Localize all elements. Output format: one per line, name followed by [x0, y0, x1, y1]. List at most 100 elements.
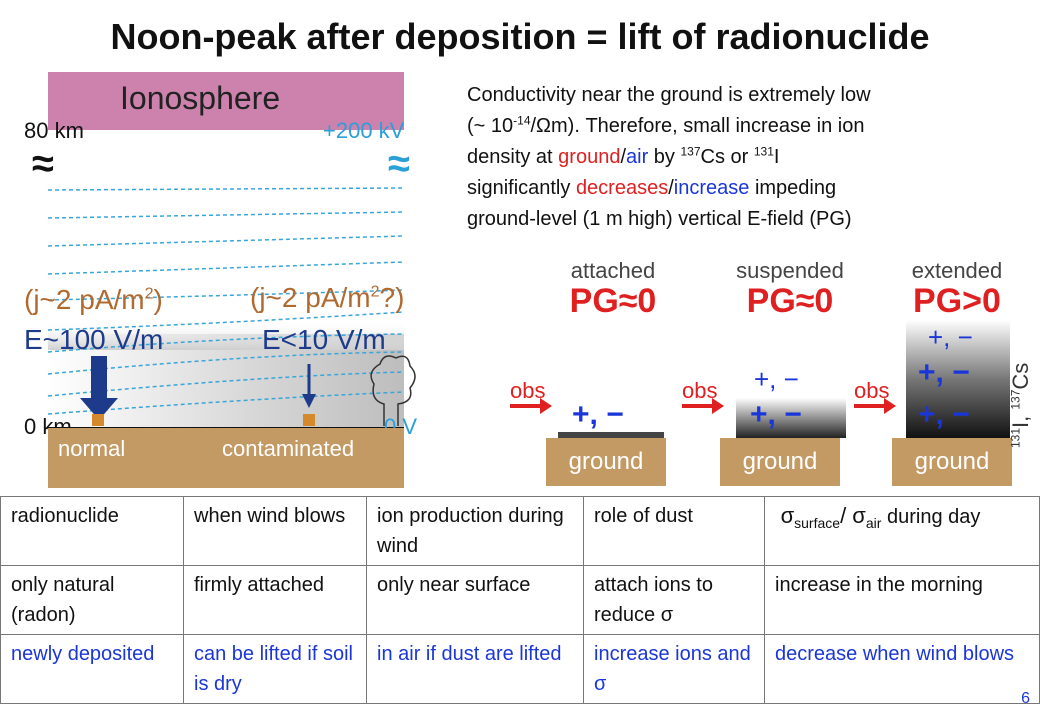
table-cell: newly deposited	[0, 634, 184, 704]
text-fragment: Cs or	[700, 146, 754, 168]
highlight-ground: ground	[558, 146, 621, 168]
ground-bar	[48, 428, 404, 488]
table-cell: increase in the morning	[764, 565, 1040, 635]
header-cell: ion production during wind	[366, 496, 584, 566]
suspended-ion-column	[736, 398, 846, 438]
text-fragment: by	[648, 146, 681, 168]
table-row: only natural (radon) firmly attached onl…	[0, 565, 1040, 635]
text-fragment: impeding	[749, 177, 837, 199]
page-number: 6	[1021, 690, 1030, 707]
table-cell: increase ions and σ	[583, 634, 765, 704]
altitude-top-label: 80 km	[24, 118, 84, 143]
subscript: air	[865, 515, 882, 531]
text-fragment: I,	[1008, 409, 1033, 428]
sensor-normal	[92, 414, 104, 426]
ions-suspended-lower: +, −	[750, 398, 802, 431]
text-fragment: significantly	[467, 177, 576, 199]
field-contaminated-label: E<10 V/m	[262, 324, 386, 355]
text-fragment: /Ωm). Therefore, small increase in ion	[530, 115, 865, 137]
text-fragment: during day	[881, 506, 981, 528]
header-cell-sigma-ratio: σsurface/ σair during day	[764, 496, 1040, 566]
description-line-5: ground-level (1 m high) vertical E-field…	[467, 208, 852, 230]
pg-extended: PG>0	[913, 282, 1001, 320]
text-fragment: (~ 10	[467, 115, 514, 137]
table-cell: can be lifted if soil is dry	[183, 634, 367, 704]
ground-box-suspended: ground	[720, 438, 840, 486]
table-cell: only natural (radon)	[0, 565, 184, 635]
current-normal-label: (j~2 pA/m2)	[24, 284, 163, 315]
panel-title-suspended: suspended	[736, 258, 844, 283]
ions-attached: +, −	[572, 398, 624, 431]
ground-normal-label: normal	[58, 436, 126, 461]
ions-extended-top: +, −	[928, 322, 973, 352]
highlight-increase: increase	[673, 177, 750, 199]
text-fragment: Cs	[1008, 362, 1033, 390]
current-contaminated-label: (j~2 pA/m2?)	[250, 282, 405, 313]
ground-label: ground	[568, 448, 644, 475]
description-text: Conductivity near the ground is extremel…	[467, 80, 1027, 235]
approx-break-icon: ≈	[32, 142, 54, 186]
mass-number: 137	[1008, 389, 1023, 410]
highlight-decreases: decreases	[575, 177, 669, 199]
highlight-air: air	[626, 146, 649, 168]
description-line-1: Conductivity near the ground is extremel…	[467, 84, 871, 106]
table-cell: decrease when wind blows	[764, 634, 1040, 704]
panel-title-attached: attached	[570, 258, 656, 283]
equipotential-lines	[47, 187, 405, 415]
ground-label: ground	[742, 448, 818, 475]
pg-suspended: PG≈0	[746, 282, 834, 320]
table-header-row: radionuclide when wind blows ion product…	[0, 496, 1040, 566]
ground-label: ground	[914, 448, 990, 475]
description-line-4: significantly decreases/increase impedin…	[467, 173, 1027, 204]
description-line-2: (~ 10-14/Ωm). Therefore, small increase …	[467, 111, 1027, 142]
table-row: newly deposited can be lifted if soil is…	[0, 634, 1040, 704]
text-fragment: /	[840, 503, 853, 528]
ions-suspended-upper: +, −	[754, 364, 799, 394]
table-cell: only near surface	[366, 565, 584, 635]
obs-label-extended: obs	[854, 378, 890, 403]
ionosphere-band	[48, 72, 404, 130]
mass-number: 131	[1008, 427, 1023, 448]
mass-number: 137	[680, 144, 701, 159]
text-fragment: density at	[467, 146, 559, 168]
ion-column-shading	[510, 320, 1010, 438]
text-fragment: /	[668, 177, 674, 199]
panel-title-extended: extended	[911, 258, 1003, 283]
header-cell: radionuclide	[0, 496, 184, 566]
extended-ion-column	[906, 320, 1010, 438]
ground-box-attached: ground	[546, 438, 666, 486]
slide-title: Noon-peak after deposition = lift of rad…	[110, 16, 930, 57]
header-cell: role of dust	[583, 496, 765, 566]
isotope-label: 131I, 137Cs	[1008, 363, 1034, 448]
text-fragment: /	[620, 146, 627, 168]
field-normal-label: E~100 V/m	[24, 324, 164, 355]
ions-extended-middle: +, −	[918, 356, 970, 389]
table-cell: attach ions to reduce σ	[583, 565, 765, 635]
table-cell: firmly attached	[183, 565, 367, 635]
obs-arrows	[510, 398, 896, 414]
obs-label-attached: obs	[510, 378, 546, 403]
tree-icon	[370, 355, 416, 426]
ground-box-extended: ground	[892, 438, 1012, 486]
approx-break-icon: ≈	[388, 142, 410, 186]
sensor-contaminated	[303, 414, 315, 426]
ground-contaminated-label: contaminated	[222, 436, 355, 461]
ions-extended-bottom: +, −	[918, 398, 970, 431]
text-fragment: I	[773, 146, 780, 168]
arrow-small-icon	[302, 364, 316, 408]
sigma-symbol: σ	[780, 503, 795, 528]
ionosphere-label: Ionosphere	[120, 80, 281, 116]
header-cell: when wind blows	[183, 496, 367, 566]
obs-label-suspended: obs	[682, 378, 718, 403]
sigma-symbol: σ	[852, 503, 866, 528]
subscript: surface	[794, 515, 841, 531]
pg-attached: PG≈0	[569, 282, 657, 320]
table-cell: in air if dust are lifted	[366, 634, 584, 704]
potential-top-label: +200 kV	[323, 118, 405, 143]
atmosphere-gradient	[47, 187, 416, 429]
description-line-3: density at ground/air by 137Cs or 131I	[467, 142, 1027, 173]
arrow-large-icon	[80, 356, 118, 420]
comparison-table: radionuclide when wind blows ion product…	[0, 496, 1040, 704]
exponent: -14	[513, 113, 531, 128]
mass-number: 131	[753, 144, 774, 159]
